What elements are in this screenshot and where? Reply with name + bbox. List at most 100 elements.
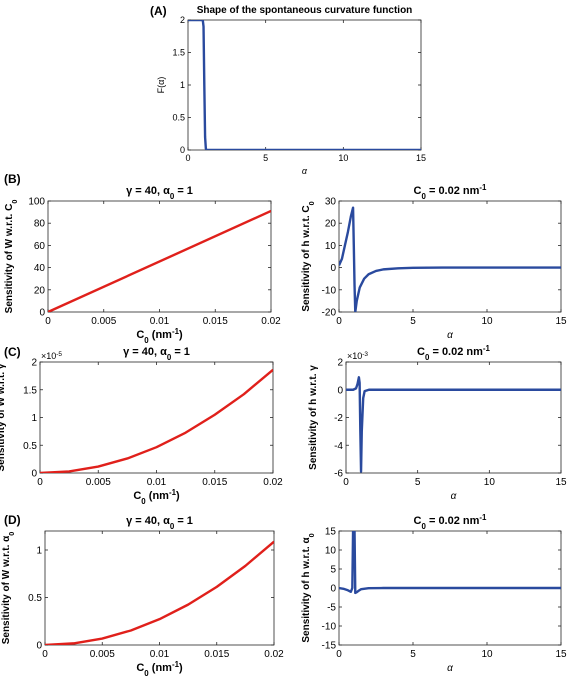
x-axis-label: C0 (nm-1)	[133, 488, 180, 506]
chart-title: C0 = 0.02 nm-1	[414, 183, 488, 201]
series-line	[45, 540, 274, 645]
y-tick-label: 0	[337, 385, 343, 396]
y-tick-label: 1	[36, 546, 42, 557]
y-tick-label: -10	[322, 285, 337, 296]
chart-title: C0 = 0.02 nm-1	[417, 344, 491, 362]
y-tick-label: -5	[327, 603, 336, 614]
y-axis-label: Sensitivity of h w.r.t. γ	[308, 365, 319, 470]
x-tick-label: 0	[37, 477, 43, 488]
chart-b-right: 0 5 10 15 -20 -10 0 10 20 30 C0 = 0.02 nm-1 α Sensit…	[301, 183, 567, 342]
y-tick-label: 1.5	[172, 48, 185, 58]
axes-box	[187, 19, 422, 151]
series-line	[48, 209, 271, 312]
axes-box	[47, 200, 272, 313]
y-tick-label: 0	[36, 641, 42, 652]
series-line	[40, 368, 273, 473]
y-axis-label: Sensitivity of h w.r.t. C0	[301, 201, 316, 311]
chart-title: C0 = 0.02 nm-1	[414, 513, 488, 531]
x-tick-label: 0.01	[147, 477, 167, 488]
x-tick-label: 0.005	[90, 649, 115, 660]
chart-c-left: 0 0.005 0.01 0.015 0.02 0 0.5 1 1.5 2 ×10-5 γ = 40,…	[0, 346, 283, 506]
panel-label: (A)	[150, 4, 167, 18]
chart-title: γ = 40, α0 = 1	[126, 515, 193, 531]
x-tick-label: 10	[481, 649, 493, 660]
y-tick-label: 0	[330, 263, 336, 274]
chart-a: 0 5 10 15 0 0.5 1 1.5 2 Shape of the spontaneous …	[150, 4, 426, 176]
y-tick-label: 60	[34, 241, 46, 252]
y-tick-label: -2	[334, 413, 343, 424]
x-tick-label: 0	[185, 153, 190, 163]
y-axis-label: Sensitivity of W w.r.t. C0	[4, 200, 19, 314]
y-tick-label: 20	[34, 285, 46, 296]
x-tick-label: 0.02	[264, 649, 284, 660]
series-line	[339, 206, 561, 312]
x-tick-label: 0.015	[202, 477, 227, 488]
x-axis-label: α	[447, 663, 453, 674]
x-tick-label: 0	[336, 316, 342, 327]
y-tick-label: 1	[31, 413, 37, 424]
chart-title: γ = 40, α0 = 1	[126, 185, 193, 201]
x-tick-label: 0.01	[150, 316, 170, 327]
y-tick-label: 0.5	[28, 593, 42, 604]
y-tick-label: 10	[325, 546, 337, 557]
axes-box	[338, 200, 562, 313]
x-tick-label: 15	[555, 477, 567, 488]
x-axis-label: α	[302, 166, 308, 176]
y-tick-label: 2	[180, 15, 185, 25]
y-axis-label: Sensitivity of h w.r.t. α0	[301, 533, 316, 642]
x-tick-label: 0.005	[86, 477, 111, 488]
y-tick-label: 20	[325, 219, 337, 230]
chart-b-left: 0 0.005 0.01 0.015 0.02 0 20 40 60 80 100 γ = 40, α…	[4, 185, 281, 345]
y-tick-label: 2	[31, 358, 37, 369]
y-axis-label: F(α)	[156, 77, 166, 94]
y-tick-label: 30	[325, 197, 337, 208]
x-tick-label: 15	[555, 316, 567, 327]
chart-d-right: 0 5 10 15 -15 -10 -5 0 5 10 15 C0 = 0.02 nm-1 α Sensi…	[301, 513, 567, 675]
x-tick-label: 10	[481, 316, 493, 327]
panel-label: (B)	[4, 172, 21, 186]
y-tick-label: -15	[322, 641, 337, 652]
x-tick-label: 15	[555, 649, 567, 660]
x-axis-label: α	[447, 330, 453, 341]
y-axis-label: Sensitivity of W w.r.t. γ	[0, 363, 7, 471]
y-tick-label: 10	[325, 241, 337, 252]
panel-label: (C)	[4, 345, 21, 359]
x-tick-label: 5	[410, 649, 416, 660]
y-axis-label: Sensitivity of W w.r.t. α0	[1, 532, 16, 645]
x-tick-label: 5	[415, 477, 421, 488]
x-tick-label: 0.015	[203, 316, 228, 327]
y-tick-label: 0	[180, 145, 185, 155]
y-tick-label: -4	[334, 441, 343, 452]
x-tick-label: 10	[484, 477, 496, 488]
x-tick-label: 0	[343, 477, 349, 488]
panel-label: (D)	[4, 513, 21, 527]
y-tick-label: 40	[34, 263, 46, 274]
y-tick-label: 0	[330, 584, 336, 595]
x-axis-label: C0 (nm-1)	[136, 660, 183, 678]
x-tick-label: 5	[263, 153, 268, 163]
x-tick-label: 5	[410, 316, 416, 327]
y-tick-label: 80	[34, 219, 46, 230]
series-line	[339, 531, 561, 595]
x-tick-label: 10	[338, 153, 348, 163]
y-tick-label: 2	[337, 358, 343, 369]
chart-c-right: 0 5 10 15 -6 -4 -2 0 2 ×10-3 C0 = 0.02 nm-1 α Sensit…	[308, 344, 567, 503]
x-tick-label: 0.02	[261, 316, 281, 327]
y-tick-label: 5	[330, 565, 336, 576]
axes-box	[39, 361, 274, 474]
x-tick-label: 0.005	[91, 316, 116, 327]
y-tick-label: -20	[322, 308, 337, 319]
chart-d-left: 0 0.005 0.01 0.015 0.02 0 0.5 1 γ = 40, α0 = 1 C0…	[1, 515, 284, 678]
x-tick-label: 0.015	[204, 649, 229, 660]
chart-title: Shape of the spontaneous curvature funct…	[197, 5, 413, 16]
y-multiplier: ×10-3	[347, 351, 368, 362]
y-tick-label: 15	[325, 527, 337, 538]
y-tick-label: 0	[39, 308, 45, 319]
x-tick-label: 0	[336, 649, 342, 660]
y-tick-label: 1	[180, 80, 185, 90]
x-tick-label: 15	[416, 153, 426, 163]
y-multiplier: ×10-5	[41, 351, 62, 362]
y-tick-label: 0.5	[172, 113, 185, 123]
x-tick-label: 0	[42, 649, 48, 660]
